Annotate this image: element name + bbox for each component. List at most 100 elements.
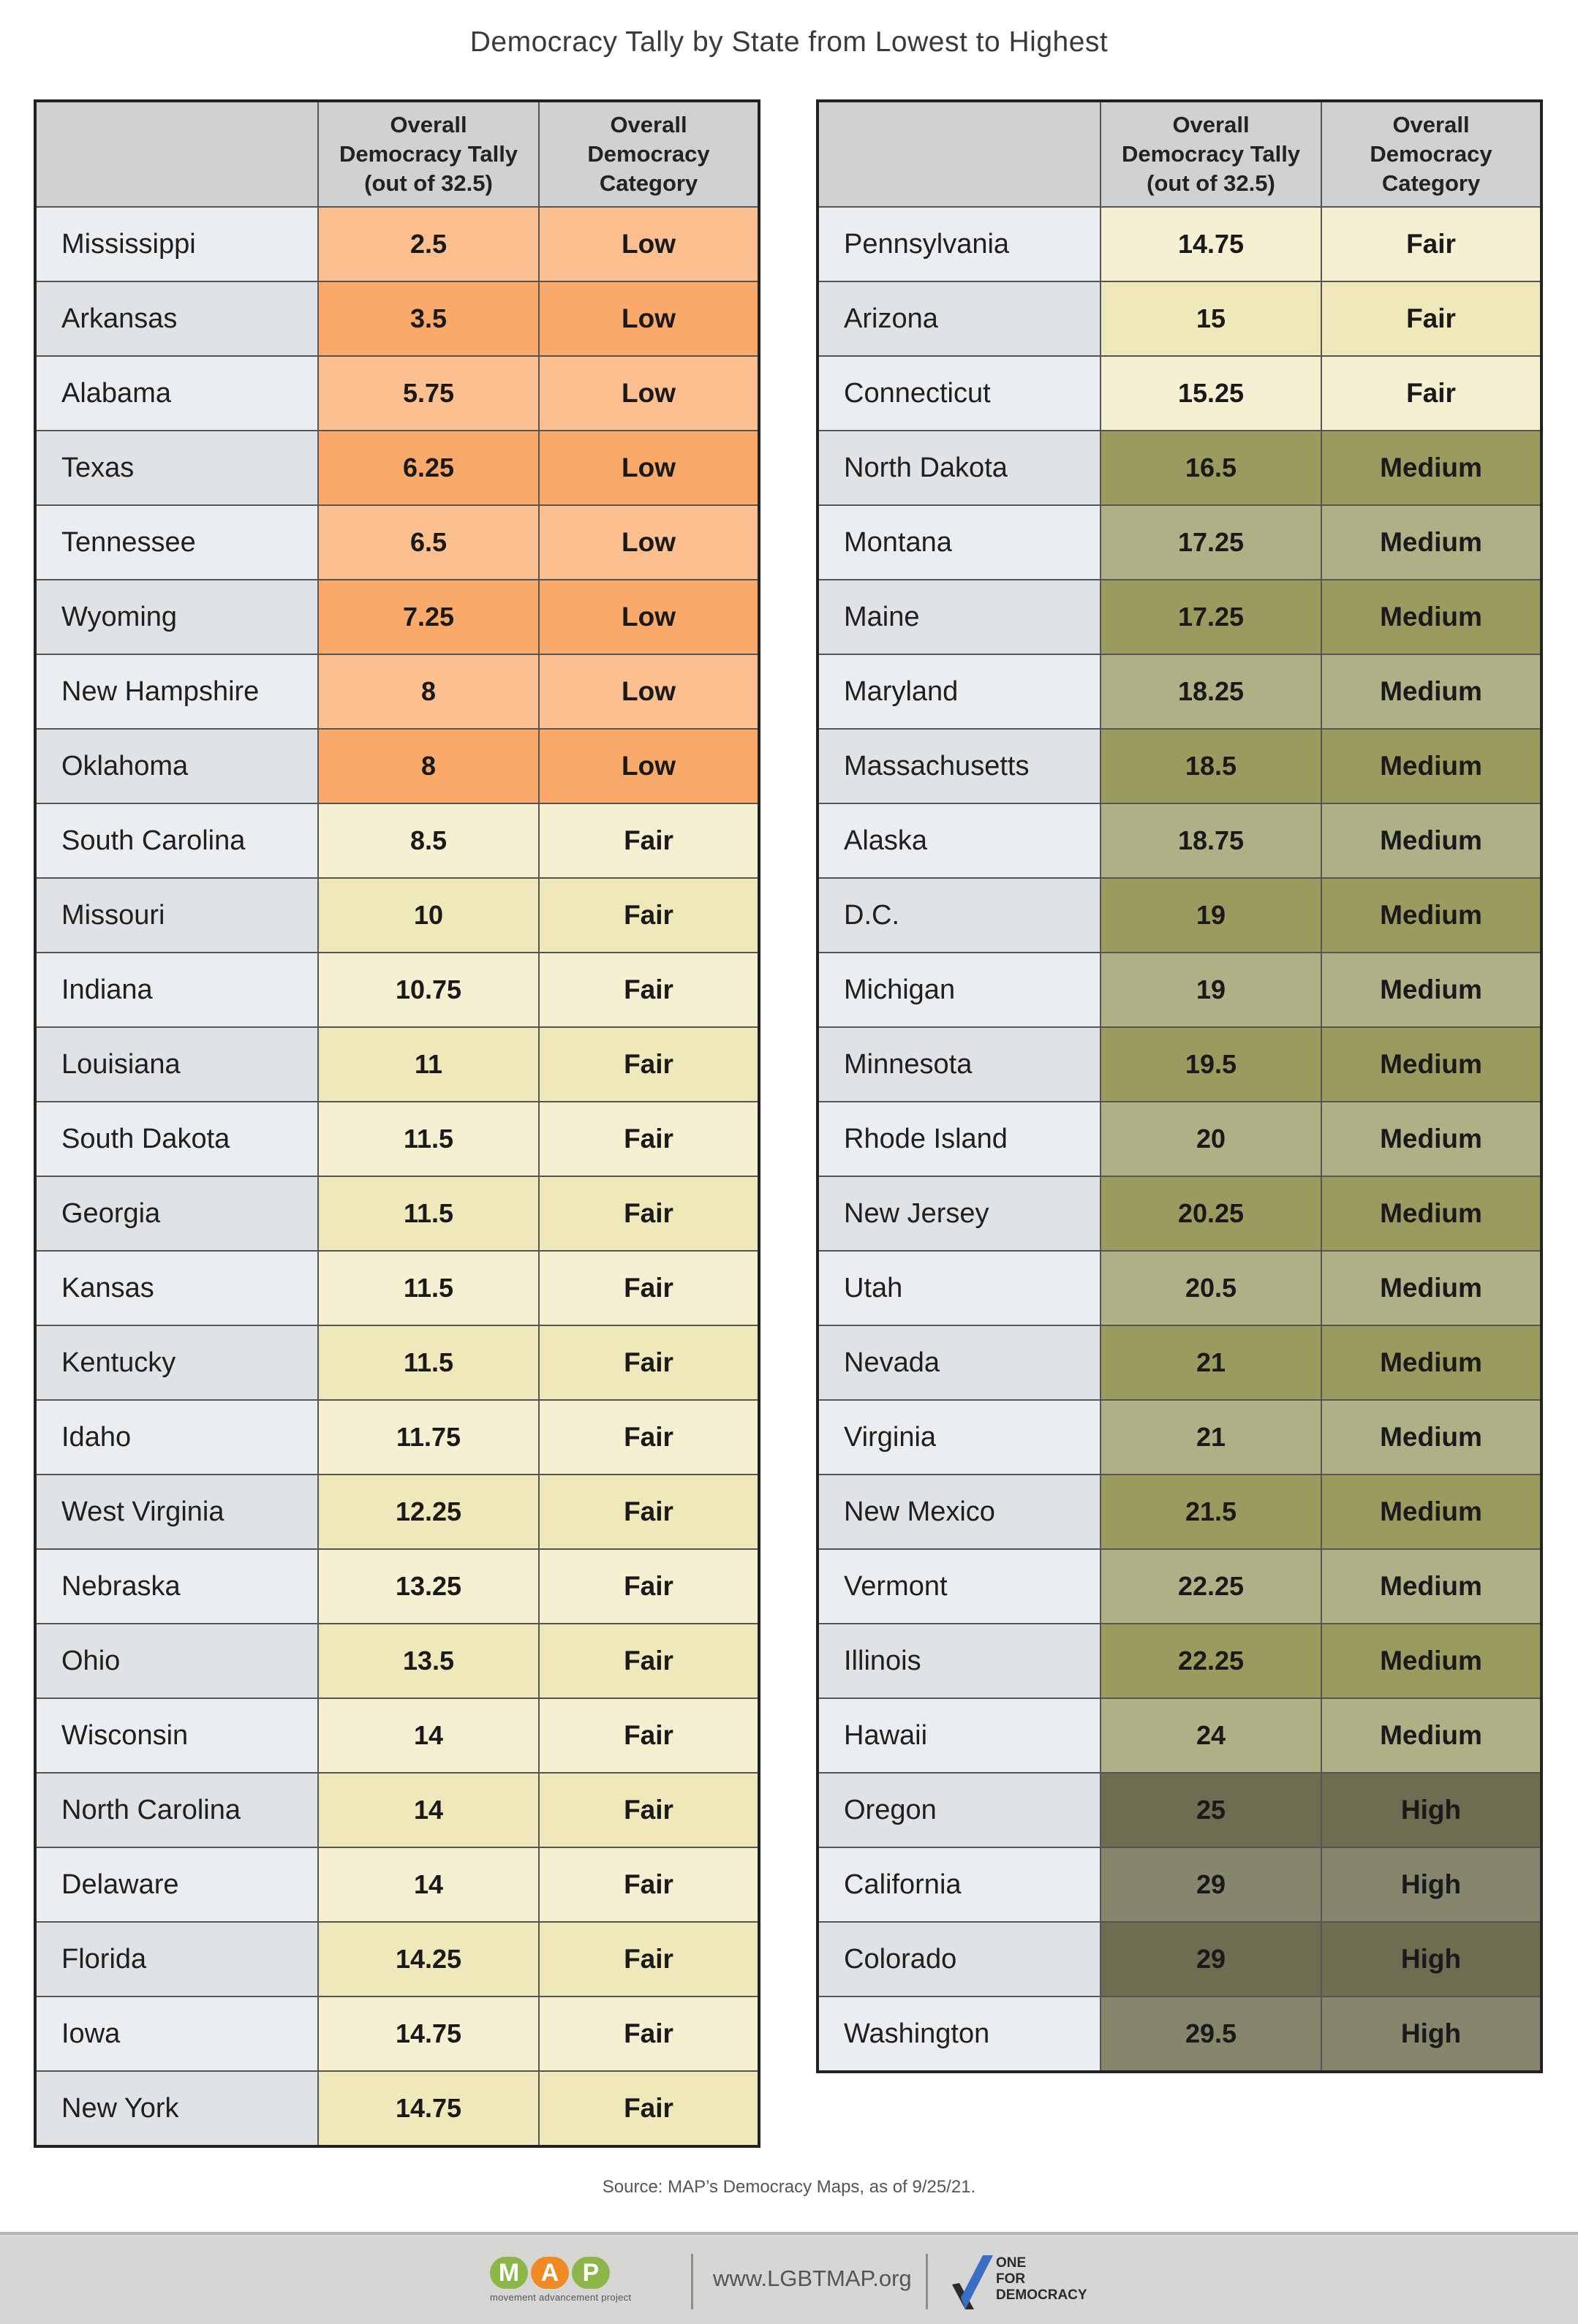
tally-value: 11.5 xyxy=(317,1102,538,1176)
tally-value: 17.25 xyxy=(1100,506,1321,579)
category-value: Fair xyxy=(538,1326,758,1399)
header-tally: Overall Democracy Tally (out of 32.5) xyxy=(317,102,538,206)
tally-value: 11.5 xyxy=(317,1177,538,1250)
state-name: Florida xyxy=(37,1923,317,1996)
footer-divider xyxy=(691,2254,693,2309)
table-row: Kansas 11.5 Fair xyxy=(37,1250,758,1325)
table-row: Alaska 18.75 Medium xyxy=(819,803,1540,877)
tally-value: 10 xyxy=(317,879,538,952)
category-value: Low xyxy=(538,580,758,654)
category-value: Medium xyxy=(1321,655,1540,728)
tally-value: 14 xyxy=(317,1699,538,1772)
category-value: Medium xyxy=(1321,1177,1540,1250)
tally-value: 24 xyxy=(1100,1699,1321,1772)
chart-title: Democracy Tally by State from Lowest to … xyxy=(469,26,1109,58)
category-value: Medium xyxy=(1321,431,1540,504)
state-name: Mississippi xyxy=(37,208,317,281)
tally-value: 14.75 xyxy=(317,1997,538,2070)
tally-value: 15.25 xyxy=(1100,357,1321,430)
state-name: New Hampshire xyxy=(37,655,317,728)
category-value: Low xyxy=(538,506,758,579)
table-row: Nebraska 13.25 Fair xyxy=(37,1548,758,1623)
state-name: Wyoming xyxy=(37,580,317,654)
header-category-line: Category xyxy=(1381,170,1481,196)
category-value: Medium xyxy=(1321,1401,1540,1474)
table-row: Minnesota 19.5 Medium xyxy=(819,1026,1540,1101)
category-value: Medium xyxy=(1321,1699,1540,1772)
map-logo[interactable]: M A P movement advancement project xyxy=(490,2257,673,2315)
table-row: Kentucky 11.5 Fair xyxy=(37,1325,758,1399)
category-value: Medium xyxy=(1321,1550,1540,1623)
tally-value: 20.25 xyxy=(1100,1177,1321,1250)
footer-divider xyxy=(926,2254,928,2309)
category-value: Fair xyxy=(538,804,758,877)
category-value: Medium xyxy=(1321,804,1540,877)
category-value: Fair xyxy=(538,1102,758,1176)
tally-value: 22.25 xyxy=(1100,1624,1321,1697)
table-row: Louisiana 11 Fair xyxy=(37,1026,758,1101)
state-name: Nebraska xyxy=(37,1550,317,1623)
map-logo-letter: P xyxy=(572,2257,610,2289)
category-value: Fair xyxy=(538,1699,758,1772)
table-row: New Mexico 21.5 Medium xyxy=(819,1474,1540,1548)
header-tally-line: Democracy Tally xyxy=(339,141,518,167)
table-row: Virginia 21 Medium xyxy=(819,1399,1540,1474)
state-name: South Carolina xyxy=(37,804,317,877)
category-value: Medium xyxy=(1321,580,1540,654)
category-value: Low xyxy=(538,208,758,281)
table-row: New Hampshire 8 Low xyxy=(37,654,758,728)
category-value: Fair xyxy=(538,1774,758,1847)
table-row: Tennessee 6.5 Low xyxy=(37,504,758,579)
table-row: Arkansas 3.5 Low xyxy=(37,281,758,355)
tally-value: 21 xyxy=(1100,1326,1321,1399)
state-name: Pennsylvania xyxy=(819,208,1100,281)
table-row: South Dakota 11.5 Fair xyxy=(37,1101,758,1176)
header-tally-line: Overall xyxy=(1172,112,1250,137)
tally-value: 22.25 xyxy=(1100,1550,1321,1623)
tally-table-right: Overall Democracy Tally (out of 32.5) Ov… xyxy=(816,99,1543,2073)
category-value: Fair xyxy=(1321,282,1540,355)
table-row: Connecticut 15.25 Fair xyxy=(819,355,1540,430)
category-value: Low xyxy=(538,730,758,803)
state-name: Colorado xyxy=(819,1923,1100,1996)
tally-value: 14 xyxy=(317,1774,538,1847)
tally-value: 17.25 xyxy=(1100,580,1321,654)
state-name: Texas xyxy=(37,431,317,504)
category-value: Fair xyxy=(538,1177,758,1250)
table-row: Delaware 14 Fair xyxy=(37,1847,758,1921)
state-name: Kansas xyxy=(37,1252,317,1325)
map-tagline: movement advancement project xyxy=(490,2292,632,2303)
tally-value: 19 xyxy=(1100,953,1321,1026)
category-value: High xyxy=(1321,1923,1540,1996)
one-for-democracy-logo[interactable]: ONE FOR DEMOCRACY xyxy=(951,2251,1097,2314)
website-link[interactable]: www.LGBTMAP.org xyxy=(713,2266,912,2291)
tally-value: 8 xyxy=(317,730,538,803)
check-flag-icon xyxy=(952,2255,993,2309)
table-row: Wisconsin 14 Fair xyxy=(37,1697,758,1772)
tally-value: 21 xyxy=(1100,1401,1321,1474)
table-row: North Dakota 16.5 Medium xyxy=(819,430,1540,504)
header-tally-line: Overall xyxy=(390,112,467,137)
table-row: Iowa 14.75 Fair xyxy=(37,1996,758,2070)
table-row: D.C. 19 Medium xyxy=(819,877,1540,952)
tally-value: 2.5 xyxy=(317,208,538,281)
header-tally-line: (out of 32.5) xyxy=(1147,170,1275,196)
tally-value: 18.25 xyxy=(1100,655,1321,728)
table-row: California 29 High xyxy=(819,1847,1540,1921)
table-row: Wyoming 7.25 Low xyxy=(37,579,758,654)
tally-value: 19 xyxy=(1100,879,1321,952)
state-name: Alabama xyxy=(37,357,317,430)
tally-value: 18.5 xyxy=(1100,730,1321,803)
ofd-line: DEMOCRACY xyxy=(996,2287,1087,2303)
state-name: Indiana xyxy=(37,953,317,1026)
table-row: Oregon 25 High xyxy=(819,1772,1540,1847)
table-row: Vermont 22.25 Medium xyxy=(819,1548,1540,1623)
tally-value: 29.5 xyxy=(1100,1997,1321,2070)
category-value: Medium xyxy=(1321,1326,1540,1399)
tally-value: 11 xyxy=(317,1028,538,1101)
category-value: Medium xyxy=(1321,1252,1540,1325)
state-name: D.C. xyxy=(819,879,1100,952)
table-row: Idaho 11.75 Fair xyxy=(37,1399,758,1474)
category-value: Fair xyxy=(538,1997,758,2070)
table-row: Colorado 29 High xyxy=(819,1921,1540,1996)
